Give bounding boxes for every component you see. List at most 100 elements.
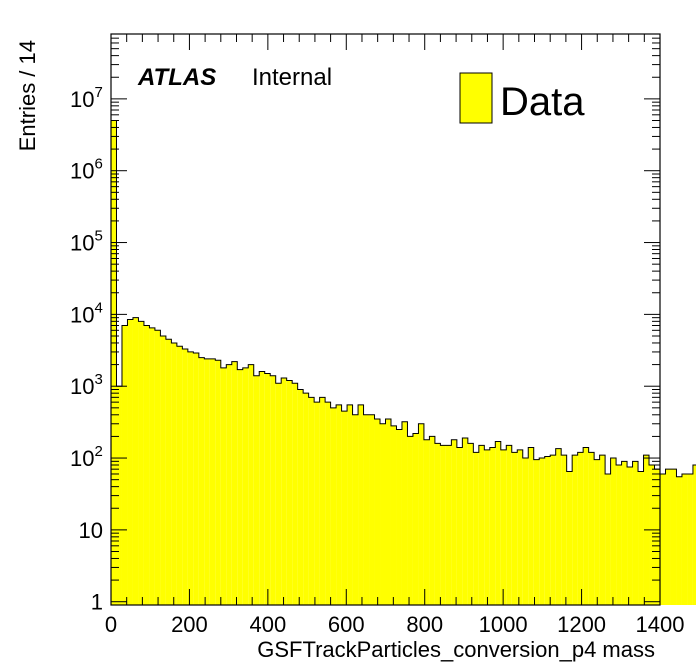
histogram-bar bbox=[248, 364, 254, 605]
histogram-bar bbox=[467, 443, 474, 605]
histogram-bar bbox=[358, 404, 364, 605]
histogram-bar bbox=[253, 375, 260, 605]
histogram-bar bbox=[116, 386, 122, 605]
y-tick-label: 104 bbox=[70, 299, 103, 327]
histogram-bar bbox=[429, 436, 435, 605]
histogram-bar bbox=[440, 445, 446, 605]
histogram-bar bbox=[111, 120, 117, 605]
histogram-bar bbox=[198, 357, 205, 605]
histogram-bar bbox=[687, 473, 693, 605]
histogram-bar bbox=[692, 465, 696, 605]
histogram-bar bbox=[319, 397, 326, 605]
histogram-bar bbox=[220, 367, 227, 605]
histogram-bar bbox=[336, 404, 342, 605]
histogram-bar bbox=[605, 473, 611, 605]
legend-swatch-data bbox=[459, 72, 493, 124]
histogram-bar bbox=[132, 317, 139, 605]
histogram-bar bbox=[270, 375, 276, 605]
histogram-bar bbox=[489, 447, 496, 605]
y-tick-label: 105 bbox=[70, 228, 103, 256]
histogram-bar bbox=[544, 456, 551, 605]
histogram-bar bbox=[154, 330, 161, 605]
histogram-bar bbox=[401, 421, 408, 605]
histogram-bar bbox=[303, 393, 309, 605]
histogram-bar bbox=[434, 443, 441, 605]
y-axis-title: Entries / 14 bbox=[15, 40, 40, 151]
histogram-bar bbox=[572, 455, 578, 605]
histogram-bar bbox=[423, 439, 430, 605]
histogram-bar bbox=[369, 414, 375, 605]
histogram-bar bbox=[149, 327, 155, 605]
histogram-bar bbox=[242, 367, 249, 605]
x-axis-tick-labels: 0 200 400 600 800 1000 1200 1400 bbox=[105, 612, 685, 637]
histogram-bar bbox=[292, 383, 298, 605]
histogram-bar bbox=[143, 325, 150, 605]
histogram-bar bbox=[330, 407, 337, 605]
histogram-bar bbox=[226, 364, 232, 605]
histogram-bar bbox=[352, 414, 359, 605]
y-axis-ticks bbox=[111, 33, 660, 603]
x-tick-label: 400 bbox=[249, 612, 286, 637]
y-tick-label: 103 bbox=[70, 371, 103, 399]
histogram-bar bbox=[670, 469, 677, 605]
histogram-bar bbox=[363, 414, 370, 605]
y-tick-label: 102 bbox=[70, 443, 103, 471]
histogram-bar bbox=[374, 418, 381, 605]
histogram-bar bbox=[412, 433, 419, 605]
x-tick-label: 200 bbox=[171, 612, 208, 637]
histogram-bar bbox=[539, 458, 545, 605]
y-tick-label: 106 bbox=[70, 156, 103, 184]
histogram-bar bbox=[616, 465, 622, 605]
histogram-bar bbox=[347, 404, 353, 605]
histogram-bar bbox=[325, 402, 331, 605]
histogram-bar bbox=[215, 360, 221, 605]
histogram-bar bbox=[610, 458, 617, 605]
histogram-bar bbox=[275, 383, 282, 605]
histogram-bar bbox=[473, 452, 479, 605]
x-axis-ticks bbox=[110, 34, 661, 605]
internal-label: Internal bbox=[252, 64, 332, 91]
histogram-bar bbox=[681, 473, 688, 605]
y-tick-label: 1 bbox=[91, 590, 103, 615]
histogram-bar bbox=[577, 452, 584, 605]
histogram-bar bbox=[231, 361, 238, 605]
histogram-bar bbox=[533, 459, 540, 605]
histogram-bar bbox=[380, 423, 386, 605]
histogram-bar bbox=[193, 352, 199, 605]
histogram-bar bbox=[165, 339, 172, 605]
histogram-bar bbox=[160, 336, 166, 605]
y-axis-tick-labels: 1 10 102 103 104 105 106 107 bbox=[70, 84, 103, 615]
histogram-bar bbox=[561, 455, 567, 605]
histogram-bar bbox=[599, 455, 606, 605]
histogram-bar bbox=[297, 389, 304, 605]
histogram-bar bbox=[314, 402, 320, 605]
histogram-bar bbox=[281, 378, 287, 605]
histogram-bar bbox=[555, 448, 562, 605]
atlas-label: ATLAS bbox=[137, 64, 216, 91]
histogram-bar bbox=[550, 455, 556, 605]
histogram-bar bbox=[182, 348, 188, 605]
histogram-bar bbox=[511, 452, 518, 605]
histogram-bar bbox=[204, 358, 210, 605]
histogram-bar bbox=[676, 476, 682, 605]
x-tick-label: 800 bbox=[406, 612, 443, 637]
histogram-bar bbox=[396, 429, 402, 605]
histogram-outline bbox=[110, 119, 696, 605]
histogram-bar bbox=[176, 346, 183, 605]
histogram-bar bbox=[462, 438, 468, 605]
histogram-bar bbox=[259, 371, 265, 605]
plot-frame bbox=[110, 33, 661, 606]
histogram-bar bbox=[660, 473, 666, 605]
y-tick-label: 10 bbox=[79, 518, 103, 543]
histogram-bar bbox=[390, 425, 397, 605]
histogram-bar bbox=[500, 449, 507, 605]
histogram-bar bbox=[121, 325, 128, 605]
histogram-bar bbox=[308, 397, 315, 605]
histogram-bar bbox=[264, 373, 271, 605]
x-tick-label: 0 bbox=[105, 612, 117, 637]
histogram-bar bbox=[385, 418, 391, 605]
histogram-bar bbox=[528, 447, 534, 605]
histogram-bar bbox=[665, 469, 671, 605]
histogram-bar bbox=[286, 380, 293, 605]
x-tick-label: 1200 bbox=[557, 612, 606, 637]
